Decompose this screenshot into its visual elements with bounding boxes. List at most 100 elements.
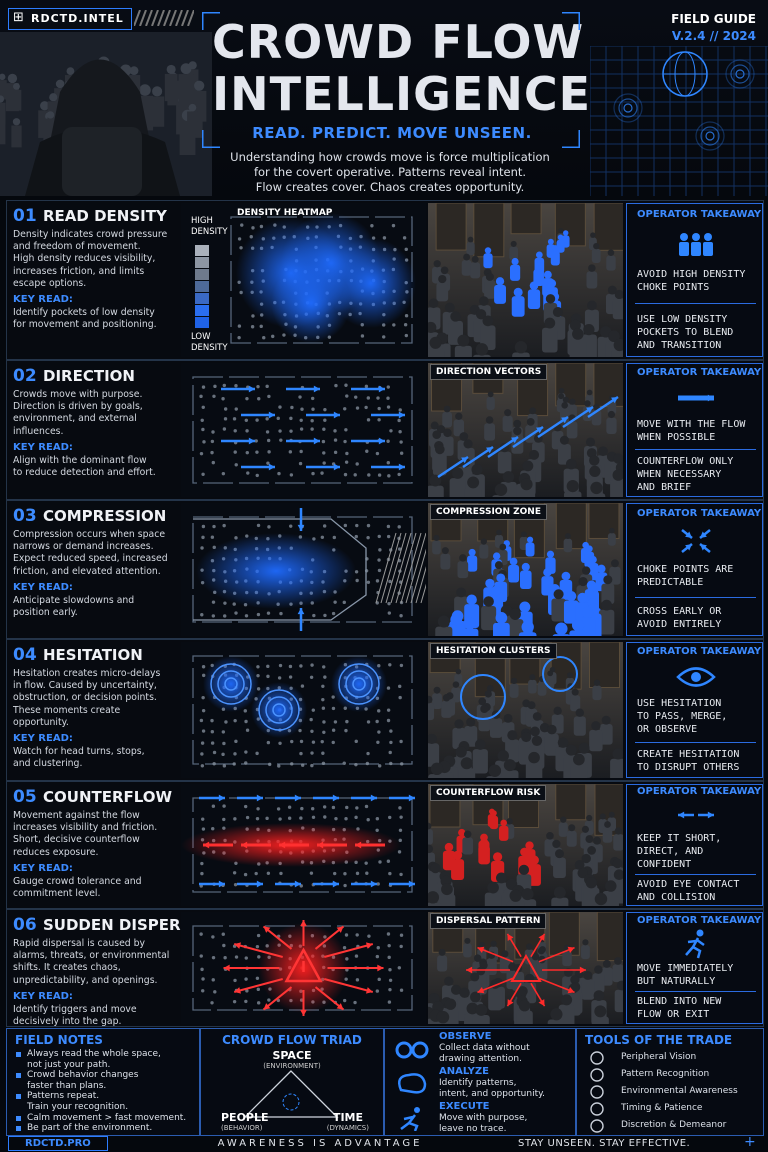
key-read-label: KEY READ: (13, 733, 73, 744)
crowd-dot (299, 664, 303, 668)
crowd-dot (276, 807, 281, 811)
crowd-dot (200, 861, 204, 866)
person-head (509, 608, 521, 620)
crowd-dot (240, 223, 244, 227)
crowd-dot (386, 396, 390, 400)
crowd-dot (288, 664, 293, 669)
crowd-dot (309, 871, 314, 875)
arrow-head (248, 437, 255, 445)
crowd-dot (278, 429, 282, 433)
crowd-dot (323, 418, 327, 422)
section-body: Rapid dispersal is caused by (13, 938, 146, 949)
floorplan (192, 376, 413, 484)
arrow-head (263, 1003, 271, 1010)
crowd-dot (311, 407, 315, 411)
action-text: Identify patterns, (439, 1078, 517, 1088)
person-head (430, 863, 441, 874)
person-head (572, 328, 584, 340)
crowd-dot (386, 524, 391, 529)
person-head (530, 726, 540, 737)
arrow-head (611, 397, 618, 404)
person-head (593, 679, 601, 686)
person-head (608, 330, 620, 343)
crowd-dot (399, 739, 403, 744)
crowd-dot (211, 614, 216, 618)
person-head (553, 706, 562, 715)
section-body: increases visibility and friction. (13, 822, 158, 834)
hatch-line (169, 10, 177, 26)
person-head (428, 733, 437, 745)
person-head (435, 444, 445, 455)
crowd-dot (376, 946, 380, 950)
action-text: Move with purpose, (439, 1113, 528, 1123)
crowd-dot (211, 935, 215, 939)
crowd-dot (266, 740, 271, 745)
crowd-dot (211, 978, 215, 982)
crowd-dot (386, 385, 390, 389)
person-head (430, 762, 444, 776)
arrow-head (536, 427, 543, 434)
arrow-head (378, 385, 385, 393)
person-head (607, 410, 616, 419)
action-name: OBSERVE (439, 1031, 492, 1042)
crowd-dot (223, 407, 228, 411)
crowd-dot (399, 988, 404, 992)
panel-title: TOOLS OF THE TRADE (585, 1033, 733, 1047)
grid-graphic (590, 46, 768, 196)
crowd-dot (388, 579, 392, 584)
warning-triangle (510, 953, 542, 982)
person-body (525, 762, 543, 778)
crowd-dot (243, 804, 248, 809)
crowd-dot (200, 752, 204, 756)
panel-title: FIELD NOTES (15, 1033, 103, 1047)
crowd-dot (310, 807, 315, 811)
person-head (552, 306, 564, 318)
takeaway-text: CREATE HESITATION (637, 749, 740, 761)
field-note: Calm movement > fast movement. (27, 1112, 187, 1123)
crowd-dot (221, 752, 225, 757)
crowd-dot (333, 450, 338, 455)
crowd-body (187, 111, 198, 135)
crowd-dot (331, 706, 336, 711)
arrow-head (707, 394, 714, 401)
triad-sub: (BEHAVIOR) (221, 1124, 263, 1132)
takeaway-label: OPERATOR TAKEAWAY (637, 786, 762, 798)
crowd-dot (331, 740, 335, 745)
hatch-line (420, 583, 426, 604)
takeaway-text: CONFIDENT (637, 859, 692, 871)
person-head (521, 620, 534, 634)
crowd-dot (256, 1001, 261, 1005)
crowd-dot (278, 817, 282, 821)
crowd-dot (268, 762, 272, 767)
arrow-head (248, 385, 255, 393)
diagram (181, 642, 426, 778)
person-head (433, 260, 441, 268)
legend-swatch (195, 257, 209, 268)
radar-ring (705, 131, 715, 141)
arrow-shaft (538, 946, 575, 963)
crowd-dot (244, 977, 248, 981)
tool-item: Environmental Awareness (621, 1086, 738, 1096)
photo-label: COMPRESSION ZONE (430, 504, 547, 520)
person-head (562, 396, 569, 403)
person-head (494, 561, 503, 570)
person-body (484, 423, 496, 441)
person-head (450, 984, 462, 995)
crowd-dot (201, 827, 206, 831)
takeaway-text: OR OBSERVE (637, 724, 698, 736)
person-head (463, 253, 471, 261)
crowd-dot (210, 535, 215, 539)
crowd-dot (288, 675, 293, 679)
bullet (16, 1052, 21, 1057)
key-read: commitment level. (13, 888, 101, 899)
person-body (563, 538, 573, 553)
crowd-dot (386, 718, 391, 723)
floorplan (192, 516, 413, 623)
crowd-dot (375, 817, 380, 821)
person-head (428, 695, 433, 704)
section-body: Density indicates crowd pressure (13, 229, 168, 240)
triangle (243, 1070, 339, 1118)
arrow-head (507, 999, 514, 1007)
crowd-dot (213, 384, 217, 389)
crowd-dot (376, 882, 380, 886)
